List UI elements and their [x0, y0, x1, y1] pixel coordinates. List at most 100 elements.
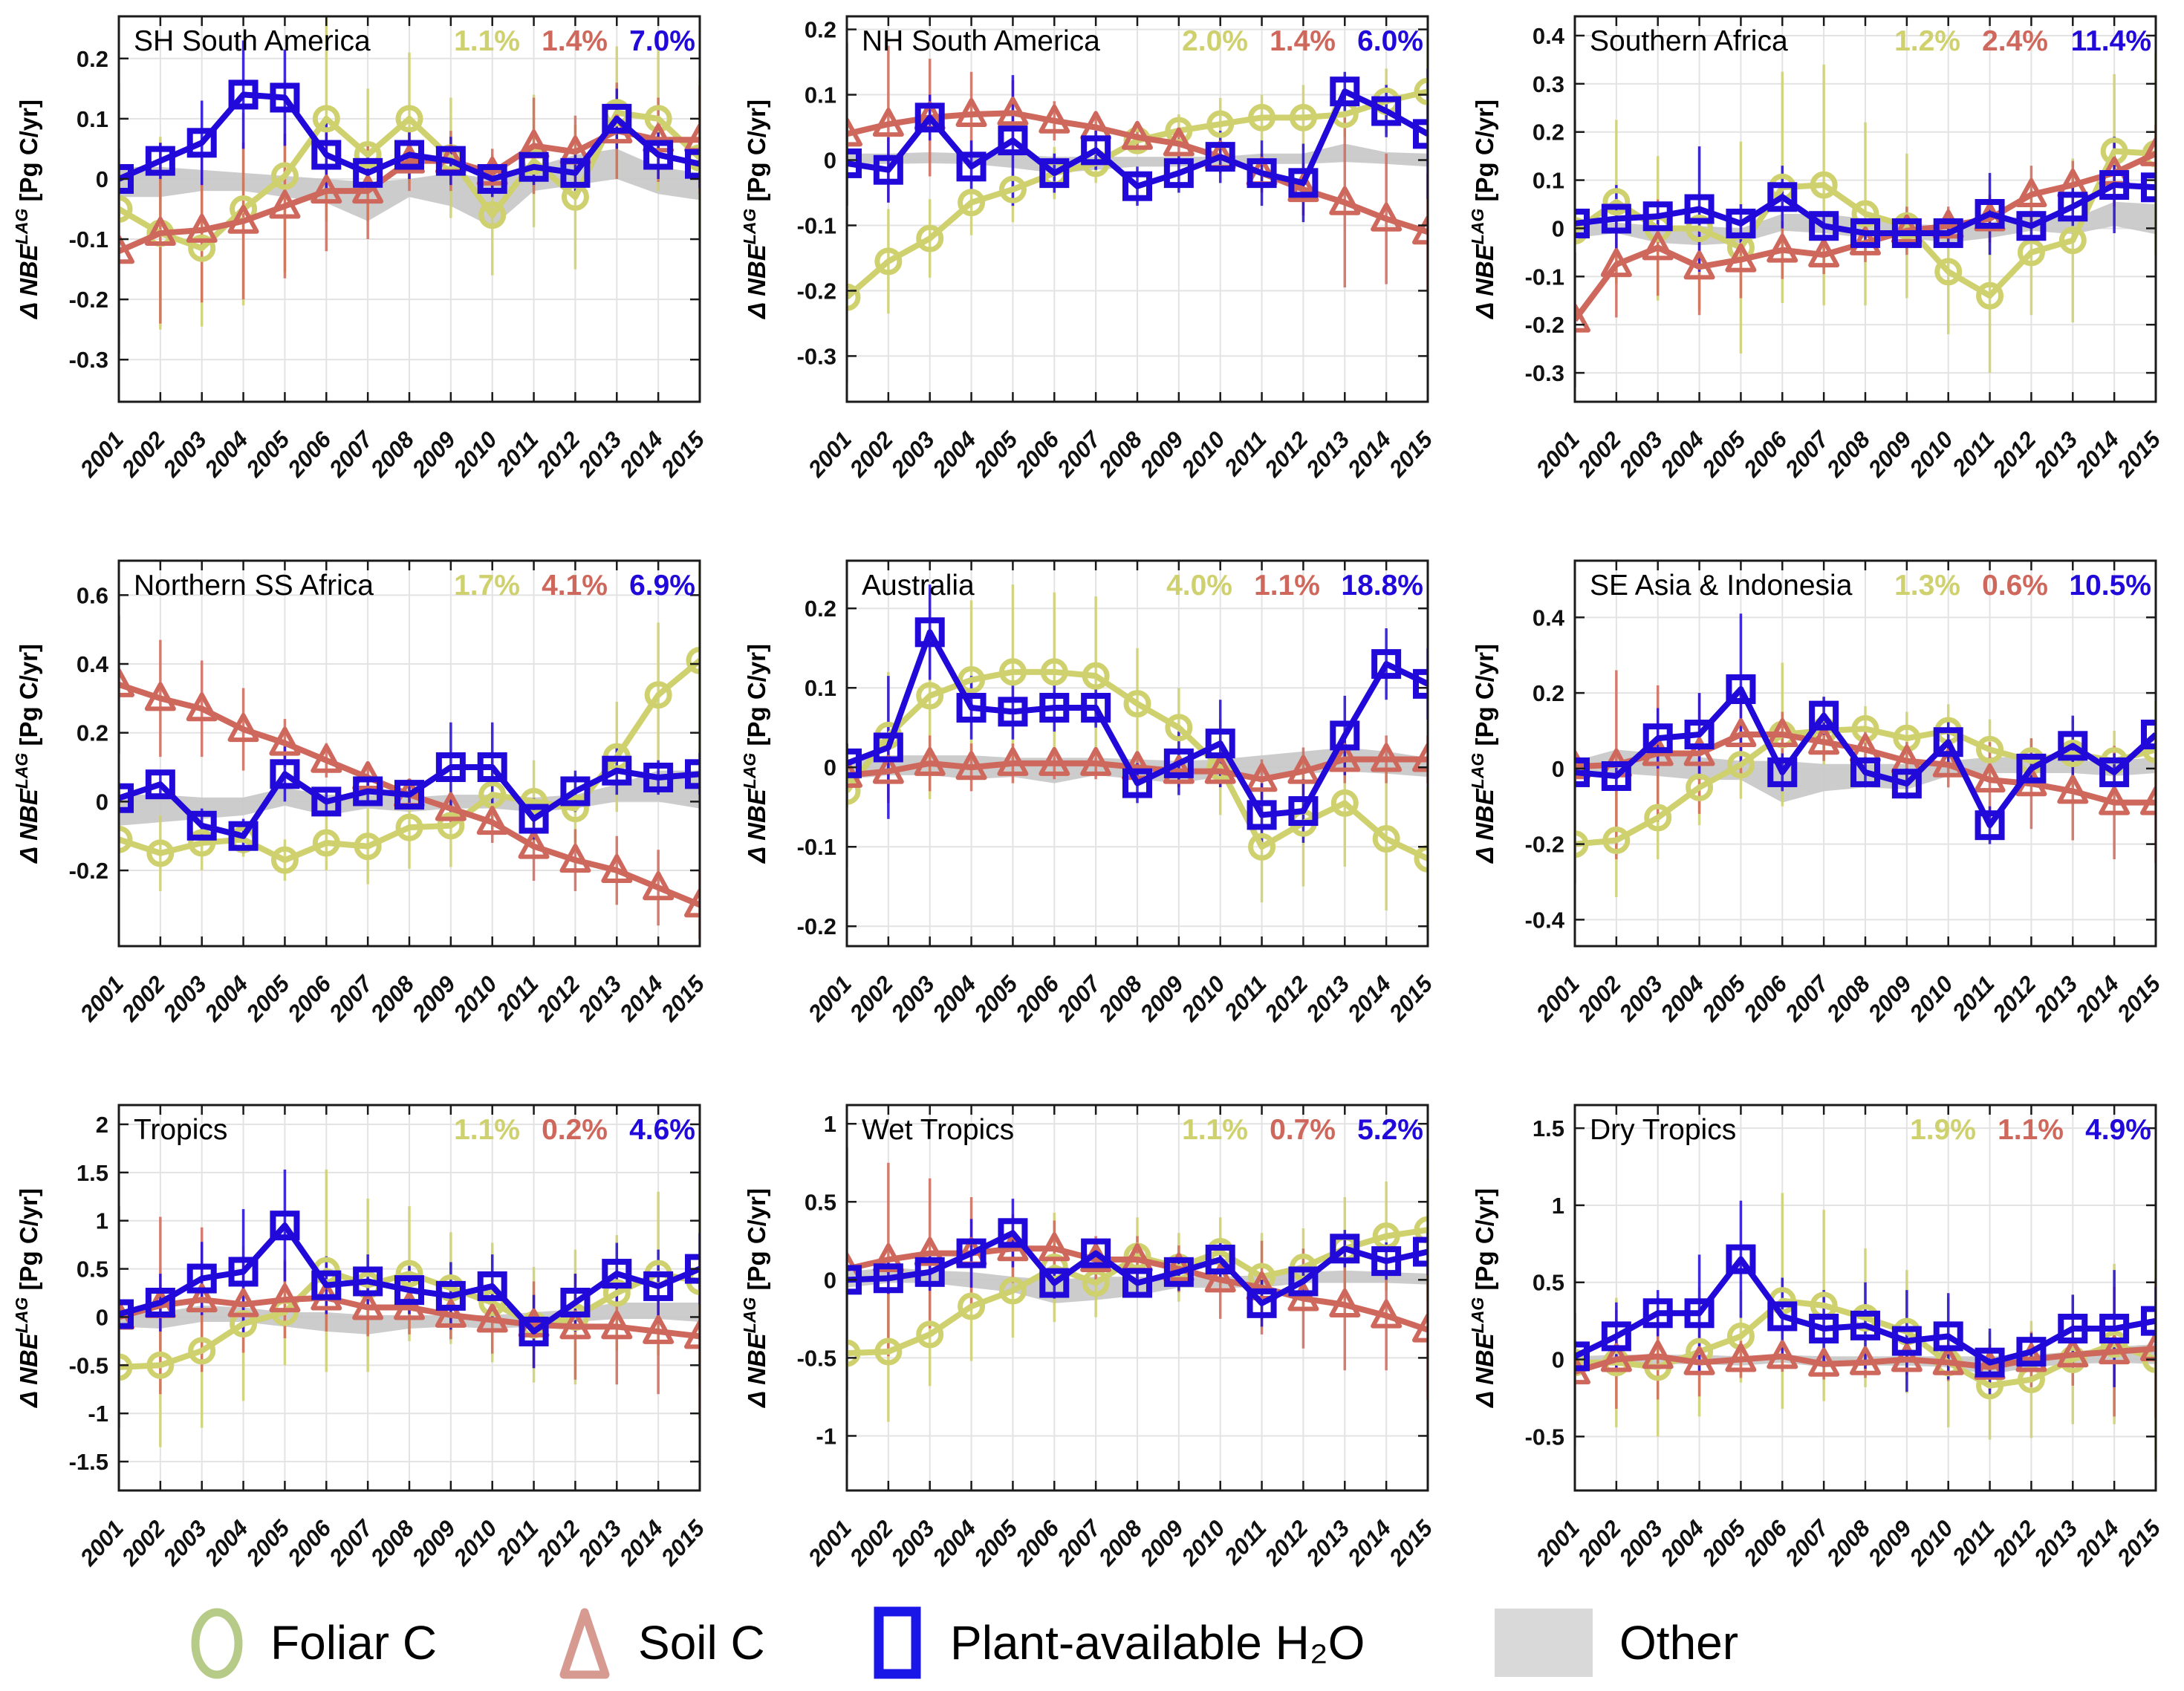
- legend: Foliar C Soil C Plant-available H₂O Othe…: [0, 1598, 2184, 1687]
- svg-text:2003: 2003: [885, 971, 940, 1026]
- panel-title: Wet Tropics: [862, 1114, 1014, 1146]
- svg-text:2002: 2002: [844, 971, 898, 1026]
- svg-text:2008: 2008: [1093, 1515, 1147, 1571]
- svg-text:2015: 2015: [655, 1515, 709, 1571]
- pct-water: 4.6%: [629, 1114, 695, 1146]
- svg-text:2002: 2002: [844, 426, 898, 482]
- y-tick-labels: 0.2 0.1 0 -0.1 -0.2: [797, 596, 836, 939]
- panel-title: Tropics: [134, 1114, 227, 1146]
- y-axis-label: Δ NBELAG [Pg C/yr]: [1468, 644, 1498, 864]
- y-tick-labels: 1 0.5 0 -0.5 -1: [797, 1111, 836, 1449]
- svg-text:0.1: 0.1: [1533, 168, 1564, 194]
- svg-text:1.5: 1.5: [1533, 1115, 1564, 1141]
- svg-text:2013: 2013: [573, 426, 627, 482]
- svg-text:0.2: 0.2: [1533, 680, 1564, 706]
- svg-text:2008: 2008: [1821, 426, 1875, 483]
- svg-text:2013: 2013: [2029, 1515, 2083, 1571]
- foliar-markers: [119, 646, 700, 874]
- svg-text:0.2: 0.2: [805, 17, 836, 43]
- axis-ticks: [117, 16, 701, 402]
- svg-text:2007: 2007: [324, 970, 379, 1027]
- svg-text:2002: 2002: [1572, 971, 1626, 1026]
- svg-text:0.5: 0.5: [1533, 1270, 1564, 1296]
- pct-water: 7.0%: [629, 25, 695, 57]
- svg-text:2001: 2001: [74, 1515, 129, 1571]
- pct-water: 10.5%: [2069, 570, 2151, 602]
- y-axis-label: Δ NBELAG [Pg C/yr]: [1468, 1188, 1498, 1409]
- svg-text:0: 0: [1552, 756, 1564, 782]
- svg-text:2002: 2002: [116, 1515, 170, 1571]
- svg-text:2009: 2009: [406, 971, 461, 1027]
- svg-text:2006: 2006: [282, 1515, 337, 1571]
- legend-item-other: Other: [1493, 1598, 1738, 1687]
- svg-text:2008: 2008: [365, 971, 419, 1027]
- y-axis-label: Δ NBELAG [Pg C/yr]: [1468, 100, 1498, 320]
- svg-text:2012: 2012: [531, 1515, 585, 1571]
- panel-nh-south-america: 0.20.10-0.1-0.2-0.3200120022003200420052…: [740, 15, 1438, 483]
- svg-text:2012: 2012: [531, 971, 585, 1026]
- svg-text:-0.3: -0.3: [797, 343, 836, 369]
- svg-text:2014: 2014: [1342, 971, 1397, 1026]
- svg-text:0.1: 0.1: [77, 106, 108, 132]
- water-markers: [847, 1218, 1428, 1318]
- pct-soil: 1.4%: [1270, 25, 1336, 57]
- svg-text:2015: 2015: [1383, 1515, 1437, 1571]
- svg-text:2012: 2012: [1987, 1515, 2041, 1571]
- pct-foliar: 1.2%: [1894, 25, 1960, 57]
- svg-text:2009: 2009: [406, 1515, 461, 1571]
- panel-cell-northern-ss-africa: 0.6 0.4 0.2 0 -0.2 2001 2002 2003 2004 2005 2006 20…: [0, 549, 728, 1061]
- svg-text:2009: 2009: [1134, 426, 1189, 483]
- svg-text:-0.5: -0.5: [69, 1352, 108, 1378]
- pct-foliar: 2.0%: [1182, 25, 1248, 57]
- svg-text:2001: 2001: [1530, 971, 1585, 1026]
- pct-soil: 0.2%: [542, 1114, 608, 1146]
- x-tick-labels: 2001200220032004200520062007200820092010…: [1530, 426, 2165, 483]
- pct-water: 6.9%: [629, 570, 695, 602]
- y-tick-labels: 0.4 0.3 0.2 0.1 0 -0.1 -0.2 -0.3: [1525, 23, 1565, 386]
- water-markers: [847, 617, 1428, 830]
- svg-text:2003: 2003: [885, 426, 940, 482]
- axis-ticks: [1573, 561, 2157, 946]
- svg-text:0.5: 0.5: [805, 1189, 836, 1215]
- water-line: [119, 91, 700, 182]
- x-tick-labels: 2001200220032004200520062007200820092010…: [74, 1514, 709, 1571]
- soil-markers: [847, 743, 1428, 792]
- svg-text:-1: -1: [88, 1401, 108, 1427]
- svg-text:2006: 2006: [1738, 426, 1793, 483]
- svg-text:2009: 2009: [406, 426, 461, 483]
- svg-text:2003: 2003: [1613, 971, 1668, 1026]
- y-tick-labels: 2 1.5 1 0.5 0 -0.5 -1 -1.5: [69, 1112, 108, 1475]
- panel-se-asia-indonesia: 0.40.20-0.2-0.42001200220032004200520062…: [1468, 559, 2166, 1027]
- svg-text:0: 0: [1552, 1347, 1564, 1373]
- legend-label-foliar: Foliar C: [270, 1616, 438, 1669]
- soil-line: [1575, 732, 2156, 806]
- svg-text:2012: 2012: [1259, 426, 1313, 482]
- soil-markers: [119, 668, 700, 918]
- soil-markers: [847, 97, 1428, 245]
- panel-title: SE Asia & Indonesia: [1590, 570, 1853, 602]
- pct-water: 11.4%: [2071, 25, 2151, 57]
- legend-label-water: Plant-available H₂O: [950, 1616, 1365, 1669]
- gridlines: [846, 16, 1429, 402]
- y-tick-labels: 0.4 0.2 0 -0.2 -0.4: [1525, 605, 1565, 933]
- svg-text:2014: 2014: [614, 1515, 669, 1571]
- panel-cell-sh-south-america: 0.2 0.1 0 -0.1 -0.2 -0.3 2001 2002 2003 2004 2005 2…: [0, 4, 728, 517]
- svg-text:2003: 2003: [157, 426, 212, 482]
- svg-text:2013: 2013: [2029, 426, 2083, 482]
- svg-text:-0.2: -0.2: [797, 278, 836, 304]
- svg-text:0.2: 0.2: [77, 46, 108, 72]
- svg-text:2014: 2014: [2070, 1515, 2125, 1571]
- panel-australia: 0.20.10-0.1-0.22001200220032004200520062…: [740, 559, 1438, 1027]
- svg-text:0: 0: [96, 1304, 108, 1330]
- svg-text:0.2: 0.2: [805, 596, 836, 622]
- svg-text:2009: 2009: [1862, 971, 1917, 1027]
- chart-grid: 0.2 0.1 0 -0.1 -0.2 -0.3 2001 2002 2003 2004 2005 2…: [0, 4, 2184, 1606]
- svg-text:2007: 2007: [324, 1514, 379, 1571]
- pct-soil: 1.4%: [542, 25, 608, 57]
- svg-text:2002: 2002: [116, 971, 170, 1026]
- x-tick-labels: 2001200220032004200520062007200820092010…: [74, 970, 709, 1027]
- svg-text:2013: 2013: [2029, 971, 2083, 1026]
- legend-item-soil: Soil C: [553, 1598, 765, 1687]
- svg-text:2003: 2003: [1613, 1515, 1668, 1571]
- svg-text:2010: 2010: [1904, 971, 1958, 1026]
